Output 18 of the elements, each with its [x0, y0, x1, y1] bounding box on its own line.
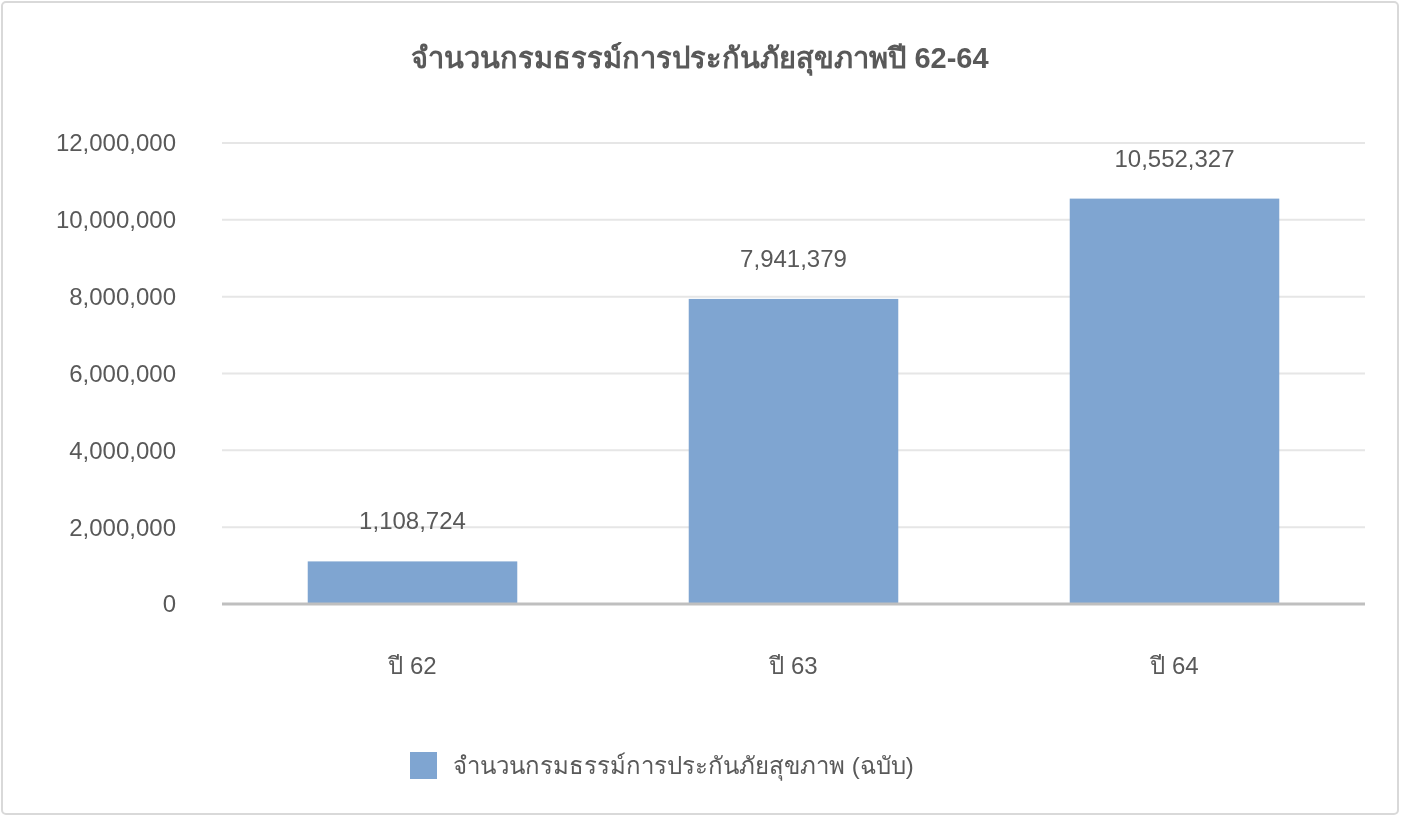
chart-title: จำนวนกรมธรรม์การประกันภัยสุขภาพปี 62-64 — [411, 41, 989, 76]
legend-label: จำนวนกรมธรรม์การประกันภัยสุขภาพ (ฉบับ) — [453, 752, 914, 782]
bar — [307, 561, 518, 604]
y-tick-label: 10,000,000 — [55, 206, 176, 234]
y-tick-label: 0 — [162, 590, 176, 618]
x-tick-label: ปี 62 — [387, 652, 437, 679]
y-tick-label: 4,000,000 — [69, 436, 176, 464]
bar — [1069, 198, 1280, 604]
y-tick-label: 8,000,000 — [69, 283, 176, 311]
x-tick-label: ปี 63 — [768, 652, 818, 679]
y-tick-label: 6,000,000 — [69, 359, 176, 387]
bar — [688, 298, 899, 604]
data-label: 1,108,724 — [359, 507, 466, 535]
y-tick-label: 12,000,000 — [55, 129, 176, 157]
x-tick-label: ปี 64 — [1149, 652, 1199, 679]
y-tick-label: 2,000,000 — [69, 513, 176, 541]
data-label: 10,552,327 — [1114, 144, 1235, 172]
data-label: 7,941,379 — [740, 244, 847, 272]
